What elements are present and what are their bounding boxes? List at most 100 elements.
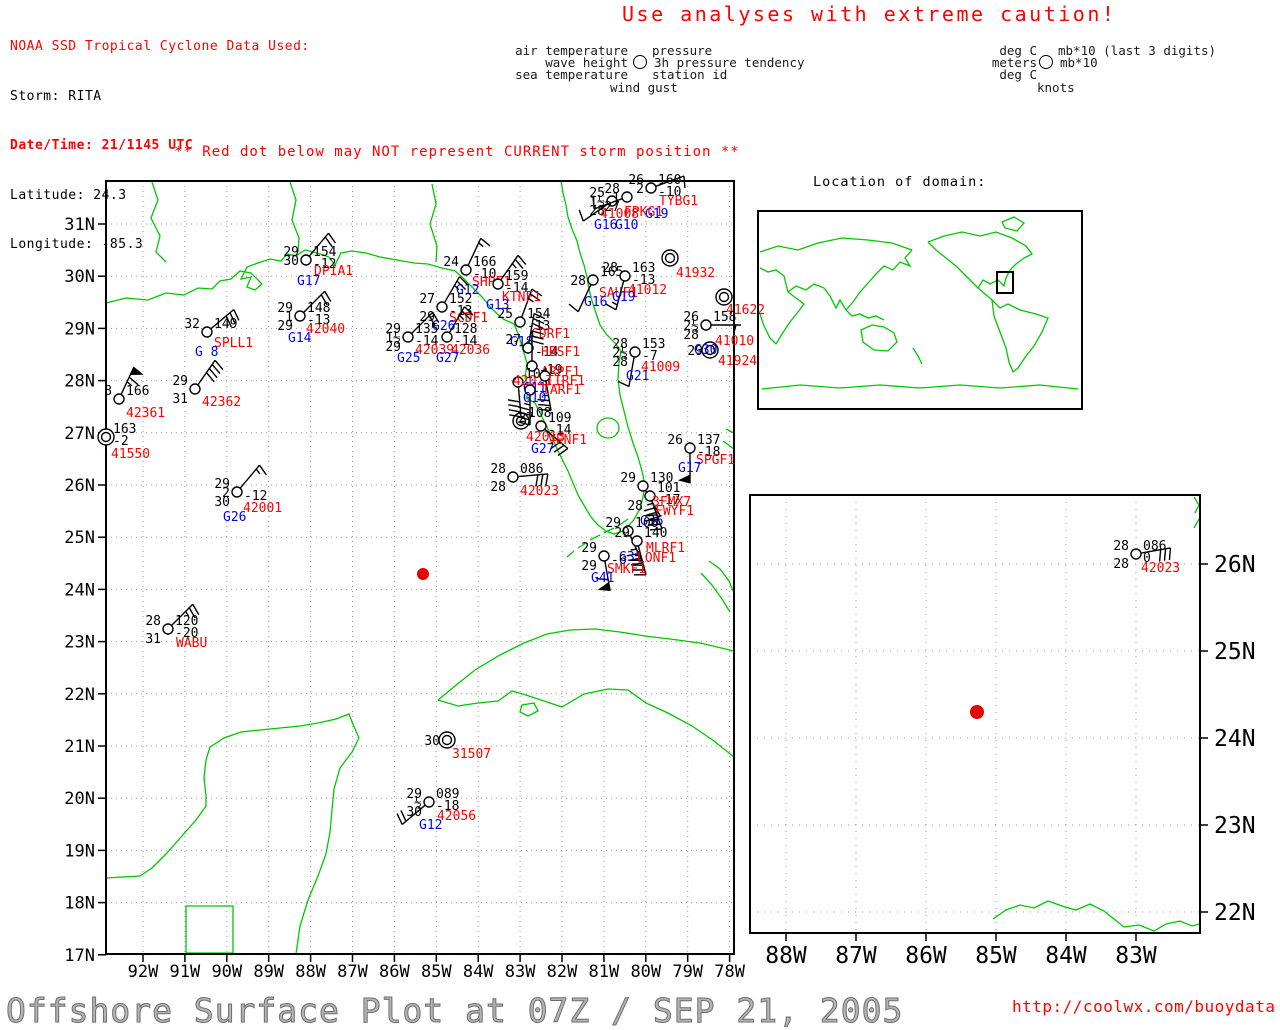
station-marker bbox=[588, 275, 598, 285]
sea-temperature-value: 28 bbox=[612, 355, 628, 370]
wind-barb-full bbox=[558, 448, 568, 455]
wind-gust-label: G25 bbox=[397, 351, 420, 366]
station-marker bbox=[632, 536, 642, 546]
world-coastline bbox=[913, 348, 922, 364]
wind-gust-label: G17 bbox=[297, 274, 320, 289]
sea-temperature-value: 30 bbox=[214, 495, 230, 510]
calm-station-marker bbox=[662, 250, 678, 266]
wind-gust-label: G10 bbox=[523, 391, 546, 406]
world-coastline bbox=[846, 250, 912, 310]
wind-gust-label: G10 bbox=[615, 218, 638, 233]
air-temperature-value: 29 bbox=[172, 374, 188, 389]
wind-barb-full bbox=[481, 238, 490, 246]
lat-axis-label: 24N bbox=[1214, 726, 1256, 752]
coastline bbox=[430, 184, 437, 262]
wind-gust-label: G16 bbox=[594, 218, 617, 233]
lon-axis-label: 79W bbox=[672, 962, 703, 982]
lat-axis-label: 24N bbox=[64, 580, 95, 600]
lon-axis-label: 88W bbox=[295, 962, 326, 982]
lat-axis-label: 31N bbox=[64, 215, 95, 235]
station-marker bbox=[424, 797, 434, 807]
lat-axis-label: 28N bbox=[64, 372, 95, 392]
station-marker bbox=[442, 332, 452, 342]
lon-axis-label: 86W bbox=[905, 943, 947, 969]
lon-axis-label: 84W bbox=[1045, 943, 1087, 969]
lat-axis-label: 23N bbox=[1214, 813, 1256, 839]
world-coastline bbox=[762, 385, 1078, 389]
storm-position-dot bbox=[970, 705, 984, 719]
wind-barb-flag bbox=[130, 367, 142, 374]
air-temperature-value: 24 bbox=[443, 255, 459, 270]
lon-axis-label: 87W bbox=[835, 943, 877, 969]
lon-axis-label: 85W bbox=[975, 943, 1017, 969]
world-coastline bbox=[846, 310, 884, 320]
pressure-value: 149 bbox=[214, 317, 237, 332]
station-marker bbox=[630, 347, 640, 357]
station-id-label: 42001 bbox=[243, 501, 282, 516]
sea-temperature-value: 28 bbox=[490, 480, 506, 495]
air-temperature-value: 26 bbox=[667, 433, 683, 448]
inset-map bbox=[758, 211, 1082, 409]
wind-gust-label: G41 bbox=[591, 571, 614, 586]
air-temperature-value: 28 bbox=[602, 261, 618, 276]
calm-station-marker bbox=[98, 429, 114, 445]
world-coastline bbox=[992, 300, 1048, 372]
wind-barb-full bbox=[508, 405, 520, 407]
station-id-label: 3FMX7 bbox=[652, 495, 691, 510]
sea-temperature-value: 31 bbox=[145, 632, 161, 647]
lon-axis-label: 90W bbox=[211, 962, 242, 982]
wind-barb-half bbox=[512, 264, 516, 269]
air-temperature-value: 29 bbox=[614, 526, 630, 541]
air-temperature-value: 27 bbox=[419, 292, 435, 307]
wind-barb-full bbox=[1169, 548, 1170, 560]
lat-axis-label: 29N bbox=[64, 319, 95, 339]
station-marker bbox=[646, 183, 656, 193]
world-coastline bbox=[788, 284, 846, 310]
lat-axis-label: 26N bbox=[64, 476, 95, 496]
lat-axis-label: 25N bbox=[64, 528, 95, 548]
lake-okeechobee bbox=[597, 418, 619, 438]
wind-barb-full bbox=[684, 176, 685, 188]
pressure-value: 158 bbox=[713, 310, 736, 325]
world-coastline bbox=[1002, 217, 1024, 231]
station-marker bbox=[301, 255, 311, 265]
calm-station-marker bbox=[439, 732, 455, 748]
lat-axis-label: 19N bbox=[64, 841, 95, 861]
inset-border bbox=[758, 211, 1082, 409]
wind-gust-label: G16 bbox=[584, 295, 607, 310]
air-temperature-value: 8 bbox=[104, 384, 112, 399]
lat-axis-label: 17N bbox=[64, 946, 95, 966]
station-id-label: TARF1 bbox=[542, 383, 581, 398]
wind-barb-full bbox=[401, 810, 406, 821]
lat-axis-label: 22N bbox=[1214, 900, 1256, 926]
lon-axis-label: 92W bbox=[128, 962, 159, 982]
station-id-label: 42023 bbox=[520, 484, 559, 499]
lat-axis-label: 22N bbox=[64, 685, 95, 705]
wave-height-value: 30 bbox=[424, 734, 440, 749]
sea-temperature-value: 28 bbox=[683, 328, 699, 343]
wind-gust-label: G12 bbox=[419, 818, 442, 833]
station-id-label: HBSF1 bbox=[541, 345, 580, 360]
wind-gust-label: G30 bbox=[694, 343, 717, 358]
station-marker bbox=[622, 192, 632, 202]
pressure-value: 086 bbox=[520, 462, 543, 477]
coastline bbox=[106, 714, 359, 878]
coastline bbox=[151, 182, 166, 262]
air-temperature-value: 29 bbox=[581, 541, 597, 556]
lon-axis-label: 91W bbox=[170, 962, 201, 982]
wave-height-value: 30 bbox=[283, 254, 299, 269]
coastline bbox=[520, 703, 538, 716]
wind-barb-full bbox=[579, 210, 583, 221]
station-id-label: 42023 bbox=[1141, 561, 1180, 576]
wind-barb-full bbox=[328, 233, 335, 243]
wind-gust-label: G27 bbox=[531, 442, 554, 457]
wave-height-value: 28 bbox=[570, 274, 586, 289]
lat-axis-label: 30N bbox=[64, 267, 95, 287]
station-marker bbox=[685, 443, 695, 453]
